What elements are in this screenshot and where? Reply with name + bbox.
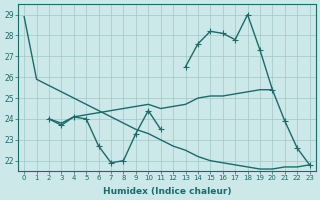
X-axis label: Humidex (Indice chaleur): Humidex (Indice chaleur) <box>103 187 231 196</box>
